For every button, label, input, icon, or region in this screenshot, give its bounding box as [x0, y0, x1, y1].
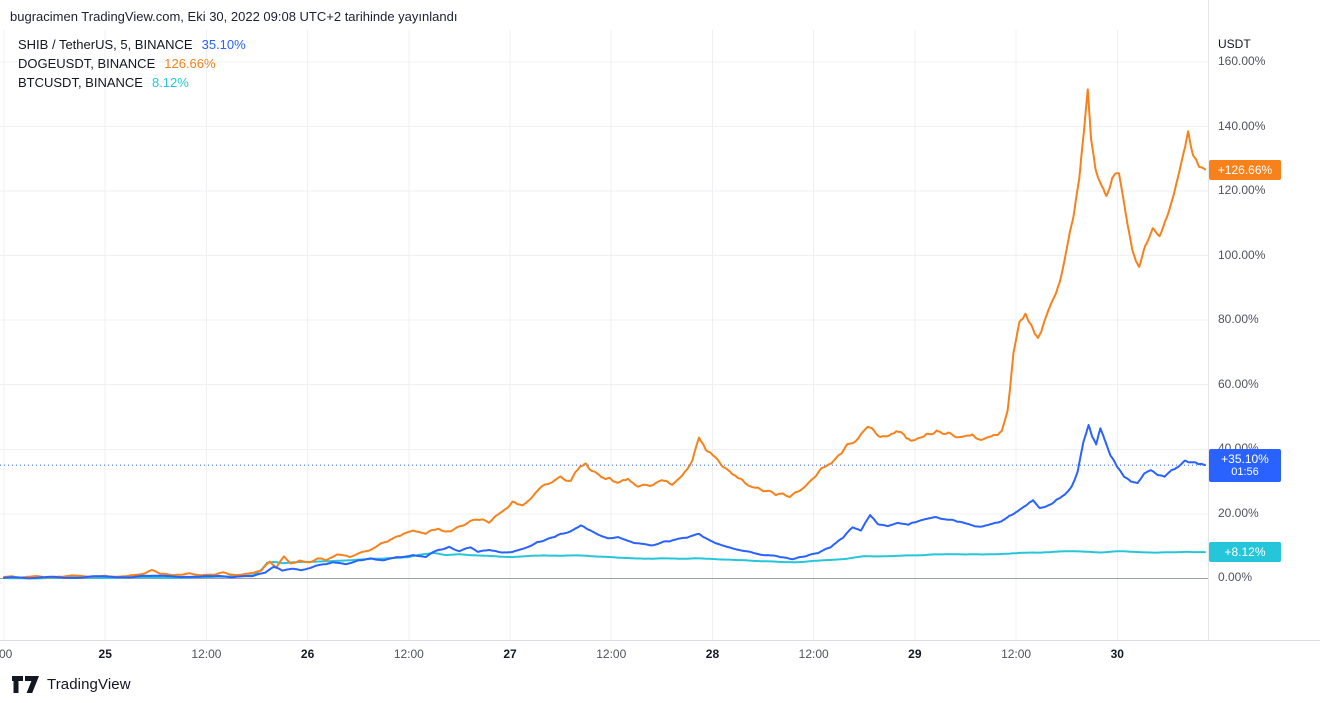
- legend-symbol-title: SHIB / TetherUS, 5, BINANCE: [18, 37, 193, 52]
- legend-change-value: 8.12%: [151, 75, 189, 90]
- time-axis-label: 12:00: [798, 647, 829, 661]
- time-axis[interactable]: :00 25 12:00 26 12:00 27 12:00 28 12:00 29 12:00 30: [0, 640, 1320, 669]
- price-label-dogeusdt: +126.66%: [1209, 159, 1281, 180]
- price-axis-label: 120.00%: [1218, 183, 1266, 198]
- series-line-dogeusdt[interactable]: [3, 88, 1206, 579]
- footer: TradingView: [12, 672, 131, 696]
- price-label-value: +126.66%: [1217, 162, 1273, 177]
- legend-item-btcusdt[interactable]: BTCUSDT, BINANCE 8.12%: [18, 73, 246, 92]
- attribution-text: bugracimen TradingView.com, Eki 30, 2022…: [10, 9, 458, 24]
- legend-symbol-title: DOGEUSDT, BINANCE: [18, 56, 156, 71]
- series-line-btcusdt[interactable]: [3, 550, 1206, 580]
- tradingview-logo-text[interactable]: TradingView: [47, 675, 131, 693]
- price-label-btcusdt: +8.12%: [1209, 542, 1281, 563]
- price-axis[interactable]: USDT 0.00%20.00%40.00%60.00%80.00%100.00…: [1208, 0, 1320, 640]
- legend-change-value: 126.66%: [164, 56, 216, 71]
- time-axis-label: 12:00: [596, 647, 627, 661]
- time-axis-label: 26: [300, 647, 315, 661]
- price-axis-label: 140.00%: [1218, 118, 1266, 133]
- legend-item-dogeusdt[interactable]: DOGEUSDT, BINANCE 126.66%: [18, 54, 246, 73]
- price-label-shibusdt: +35.10% 01:56: [1209, 448, 1281, 482]
- price-axis-label: 60.00%: [1218, 376, 1259, 391]
- legend: SHIB / TetherUS, 5, BINANCE 35.10% DOGEUS…: [18, 35, 246, 92]
- time-axis-label: 25: [98, 647, 112, 661]
- price-label-value: +8.12%: [1224, 545, 1266, 560]
- time-axis-label: :00: [0, 647, 13, 661]
- series-line-shibusdt[interactable]: [3, 424, 1206, 580]
- time-axis-label: 28: [705, 647, 720, 661]
- price-axis-label: 160.00%: [1218, 53, 1266, 68]
- price-chart-canvas[interactable]: [0, 0, 1208, 665]
- price-axis-label: 0.00%: [1218, 570, 1253, 585]
- time-axis-label: 12:00: [191, 647, 222, 661]
- time-axis-label: 12:00: [1001, 647, 1032, 661]
- time-axis-label: 27: [503, 647, 517, 661]
- price-label-value: +35.10%: [1221, 451, 1269, 466]
- price-axis-label: 20.00%: [1218, 505, 1259, 520]
- price-axis-label: 100.00%: [1218, 247, 1266, 262]
- tradingview-logo-icon[interactable]: [12, 675, 39, 693]
- legend-item-shibusdt[interactable]: SHIB / TetherUS, 5, BINANCE 35.10%: [18, 35, 246, 54]
- time-axis-label: 30: [1110, 647, 1124, 661]
- price-axis-label: 80.00%: [1218, 312, 1259, 327]
- time-axis-label: 29: [908, 647, 922, 661]
- time-axis-label: 12:00: [393, 647, 424, 661]
- legend-change-value: 35.10%: [201, 37, 246, 52]
- legend-symbol-title: BTCUSDT, BINANCE: [18, 75, 143, 90]
- price-axis-unit-label: USDT: [1218, 37, 1251, 51]
- bar-countdown-timer: 01:56: [1231, 465, 1259, 478]
